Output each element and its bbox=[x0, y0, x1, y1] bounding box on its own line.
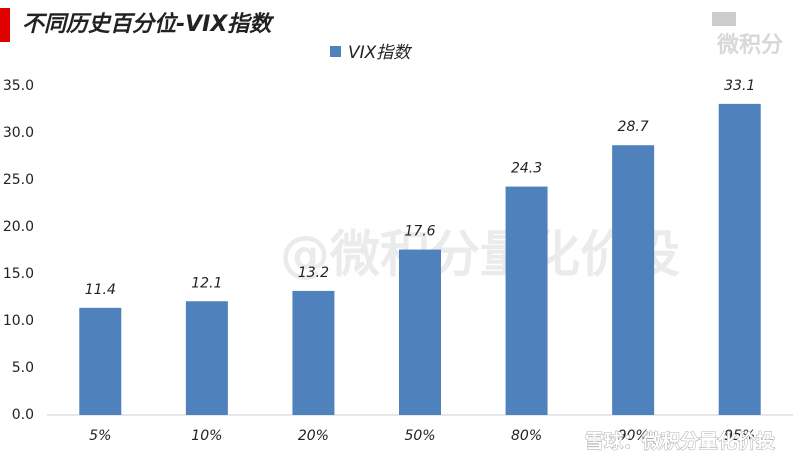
value-label: 11.4 bbox=[85, 282, 116, 298]
x-tick-label: 5% bbox=[89, 428, 111, 444]
logo-icon bbox=[712, 12, 736, 26]
bar bbox=[505, 186, 548, 415]
bar bbox=[718, 103, 761, 416]
value-label: 28.7 bbox=[618, 119, 649, 135]
y-tick-label: 15.0 bbox=[3, 266, 34, 282]
x-tick-label: 90% bbox=[618, 428, 649, 444]
y-tick-label: 25.0 bbox=[3, 172, 34, 188]
x-tick-label: 95% bbox=[724, 428, 755, 444]
chart-title: 不同历史百分位-VIX指数 bbox=[22, 11, 274, 37]
value-label: 24.3 bbox=[511, 161, 542, 177]
value-label: 13.2 bbox=[298, 265, 329, 281]
footer-watermark: 雪球：微积分量化价投 bbox=[585, 430, 775, 453]
x-tick-label: 10% bbox=[191, 428, 222, 444]
bar bbox=[292, 290, 335, 415]
bar bbox=[612, 145, 655, 415]
y-tick-label: 35.0 bbox=[3, 78, 34, 94]
x-tick-label: 20% bbox=[298, 428, 329, 444]
legend-swatch bbox=[330, 46, 341, 57]
logo: 微积分 bbox=[716, 32, 783, 58]
x-tick-label: 50% bbox=[404, 428, 435, 444]
bar bbox=[399, 249, 441, 415]
value-label: 17.6 bbox=[404, 224, 435, 240]
y-tick-label: 30.0 bbox=[3, 125, 34, 141]
y-tick-label: 20.0 bbox=[3, 219, 34, 235]
bar bbox=[79, 307, 122, 415]
value-label: 12.1 bbox=[191, 275, 222, 291]
title-accent bbox=[0, 8, 10, 42]
y-tick-label: 10.0 bbox=[3, 313, 34, 329]
value-label: 33.1 bbox=[724, 78, 755, 94]
y-tick-label: 5.0 bbox=[12, 360, 34, 376]
y-tick-label: 0.0 bbox=[12, 407, 34, 423]
x-tick-label: 80% bbox=[511, 428, 542, 444]
legend-label: VIX指数 bbox=[348, 43, 412, 63]
bar bbox=[185, 301, 228, 415]
